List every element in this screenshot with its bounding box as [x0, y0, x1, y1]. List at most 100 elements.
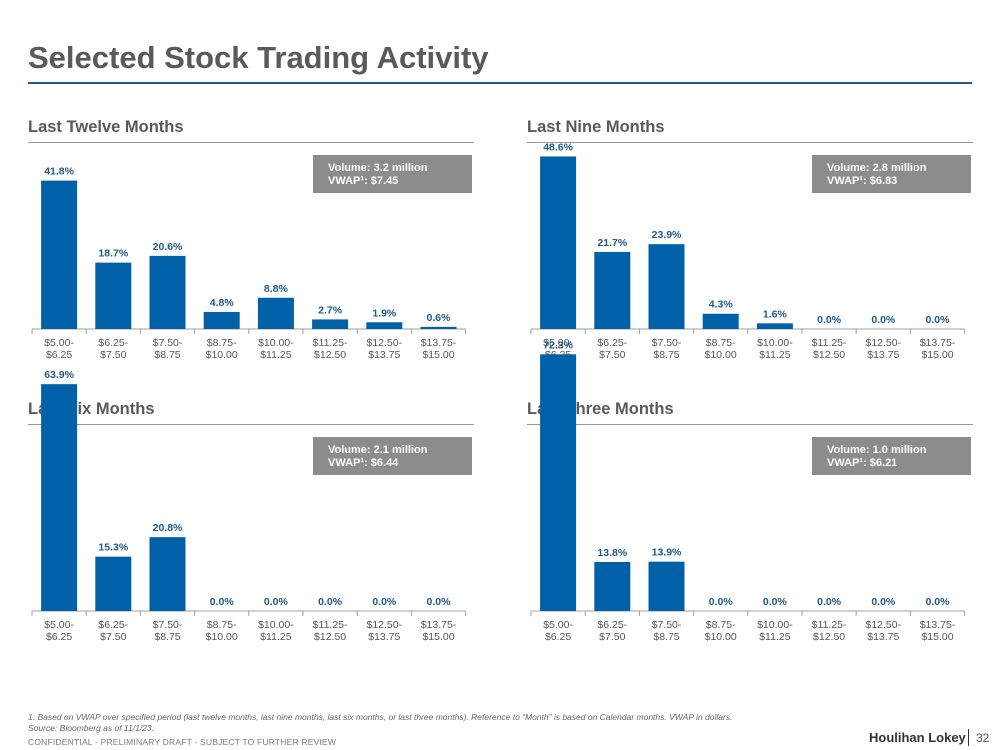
page-number: 32 [976, 731, 990, 745]
data-label: 0.0% [318, 596, 343, 608]
data-label: 15.3% [98, 542, 128, 554]
data-label: 0.0% [817, 314, 842, 326]
category-label: $7.50 [599, 631, 625, 643]
vwap-text: VWAP¹: $6.83 [827, 175, 898, 187]
data-label: 0.0% [871, 314, 896, 326]
chart-title: Last Twelve Months [28, 118, 184, 136]
chart-panel-l9m: Last Nine Months Volume: 2.8 million VWA… [527, 118, 973, 363]
category-label: $7.50- [153, 619, 183, 631]
brand-divider [968, 729, 969, 746]
category-label: $7.50 [100, 631, 126, 643]
bar [420, 326, 457, 329]
category-label: $12.50- [865, 619, 901, 631]
category-label: $11.25- [313, 619, 348, 631]
volume-vwap-box: Volume: 2.1 million VWAP¹: $6.44 [313, 437, 472, 475]
data-label: 4.3% [709, 299, 734, 311]
vwap-text: VWAP¹: $6.44 [328, 457, 399, 469]
category-label: $11.25 [260, 349, 291, 361]
data-label: 1.6% [763, 308, 788, 320]
bar [41, 180, 78, 329]
data-label: 48.6% [543, 141, 573, 153]
chart-panel-ltm: Last Twelve Months Volume: 3.2 million V… [28, 118, 474, 363]
data-label: 0.0% [871, 596, 896, 608]
volume-vwap-box: Volume: 1.0 million VWAP¹: $6.21 [812, 437, 971, 475]
chart-title-divider [527, 424, 973, 425]
category-label: $13.75 [867, 349, 899, 361]
volume-text: Volume: 2.1 million [328, 444, 428, 456]
bar [702, 313, 739, 329]
chart-title-divider [28, 424, 474, 425]
category-label: $15.00 [921, 349, 953, 361]
category-label: $8.75- [706, 619, 736, 631]
category-label: $8.75 [653, 349, 679, 361]
bar [257, 297, 294, 329]
bar-chart-l9m: 48.6%$5.00-$6.2521.7%$6.25-$7.5023.9%$7.… [530, 141, 966, 361]
data-label: 0.0% [926, 596, 951, 608]
category-label: $10.00- [258, 619, 294, 631]
bar [149, 255, 186, 329]
category-label: $8.75- [207, 337, 237, 349]
data-label: 0.0% [709, 596, 734, 608]
bar [594, 251, 631, 329]
category-label: $8.75 [653, 631, 679, 643]
category-label: $12.50- [366, 619, 402, 631]
bar [149, 537, 186, 611]
category-label: $8.75 [154, 349, 180, 361]
data-label: 41.8% [44, 166, 74, 178]
category-label: $11.25 [260, 631, 291, 643]
category-label: $12.50 [813, 631, 845, 643]
category-label: $6.25- [98, 619, 128, 631]
source-note: Source: Bloomberg as of 11/1/23. [28, 722, 155, 733]
data-label: 13.8% [597, 547, 627, 559]
bar-chart-l6m: 63.9% $5.00-$6.25 15.3% $6.25-$7.50 20.8% $7.… [31, 369, 467, 643]
category-label: $6.25- [597, 337, 627, 349]
volume-text: Volume: 3.2 million [328, 162, 428, 174]
category-label: $5.00- [543, 619, 573, 631]
category-label: $6.25 [46, 349, 72, 361]
data-label: 18.7% [98, 248, 128, 260]
category-label: $6.25- [98, 337, 128, 349]
category-label: $12.50- [366, 337, 402, 349]
chart-title-divider [527, 142, 973, 143]
category-label: $6.25 [545, 631, 571, 643]
bar [95, 262, 132, 329]
bar [41, 384, 78, 611]
chart-title: Last Nine Months [527, 118, 665, 136]
bar [648, 244, 685, 329]
data-label: 0.0% [763, 596, 788, 608]
category-label: $10.00 [705, 631, 737, 643]
bar [366, 322, 403, 329]
category-label: $13.75- [421, 619, 457, 631]
data-label: 23.9% [652, 229, 682, 241]
category-label: $10.00 [206, 349, 238, 361]
bar [540, 354, 577, 611]
category-label: $10.00- [757, 619, 793, 631]
category-label: $13.75- [421, 337, 457, 349]
data-label: 20.8% [153, 522, 183, 534]
confidential-notice: CONFIDENTIAL - PRELIMINARY DRAFT - SUBJE… [28, 737, 337, 747]
category-label: $8.75 [154, 631, 180, 643]
bar [540, 156, 577, 329]
title-divider [28, 82, 972, 84]
category-label: $12.50- [865, 337, 901, 349]
bar [312, 319, 349, 329]
data-label: 8.8% [264, 283, 289, 295]
category-label: $7.50- [652, 337, 682, 349]
category-label: $7.50 [100, 349, 126, 361]
category-label: $11.25- [812, 619, 847, 631]
category-label: $11.25- [313, 337, 348, 349]
brand-logo: Houlihan Lokey [869, 730, 966, 745]
bar [756, 323, 793, 329]
category-label: $15.00 [422, 631, 454, 643]
category-label: $6.25- [597, 619, 627, 631]
chart-panel-l3m: Last Three Months Volume: 1.0 million VW… [527, 339, 973, 645]
data-label: 4.8% [210, 297, 235, 309]
category-label: $13.75 [867, 631, 899, 643]
category-label: $10.00 [206, 631, 238, 643]
bar-chart-l3m: 72.3%$5.00-$6.2513.8%$6.25-$7.5013.9%$7.… [530, 339, 966, 643]
category-label: $11.25- [812, 337, 847, 349]
volume-text: Volume: 1.0 million [827, 444, 927, 456]
data-label: 13.9% [652, 547, 682, 559]
category-label: $11.25 [759, 349, 790, 361]
category-label: $6.25 [46, 631, 72, 643]
